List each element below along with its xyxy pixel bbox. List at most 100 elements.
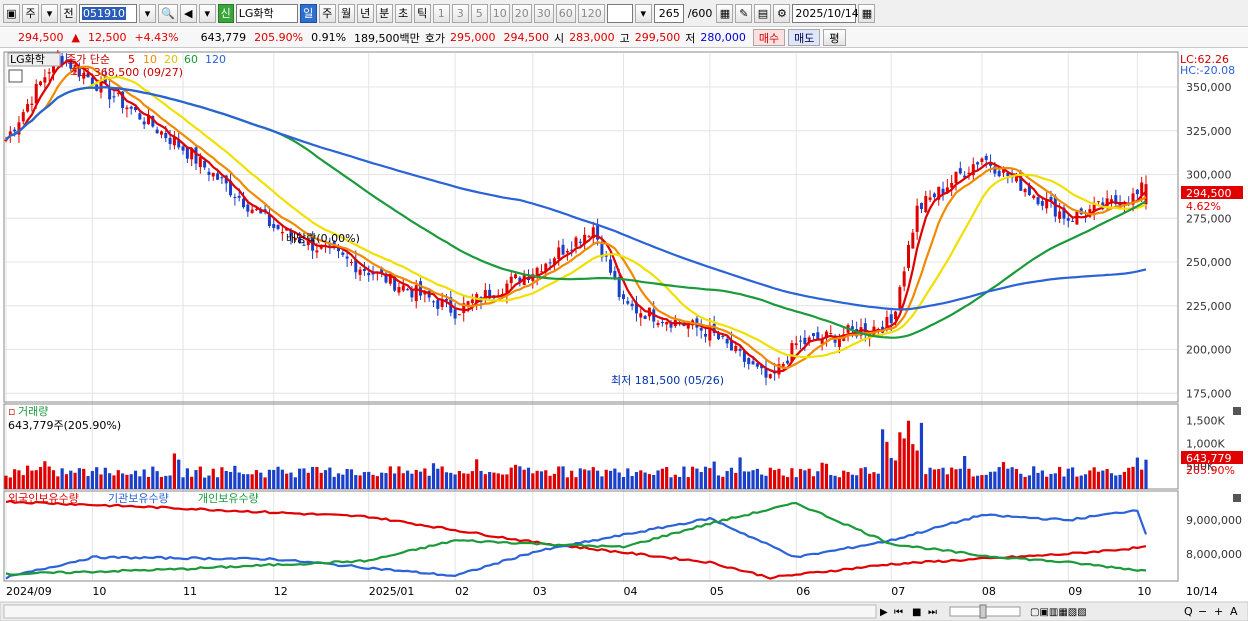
print-icon[interactable]: ▤: [754, 3, 772, 23]
volume-bar: [1122, 471, 1127, 489]
volume-bar: [233, 465, 237, 489]
interval-60[interactable]: 60: [555, 3, 576, 23]
candle-body: [643, 316, 647, 319]
interval-10[interactable]: 10: [489, 3, 510, 23]
volume-bar: [272, 469, 276, 489]
volume-bar: [885, 441, 889, 489]
date-input[interactable]: 2025/10/14: [792, 3, 859, 23]
volume-bar: [725, 471, 729, 489]
candle-body: [237, 195, 241, 198]
interval-20[interactable]: 20: [511, 3, 532, 23]
holding-close-icon[interactable]: [1233, 494, 1241, 502]
candle-body: [21, 112, 25, 122]
volume-bar: [168, 475, 172, 489]
buy-button[interactable]: 매수: [752, 29, 786, 46]
all-button[interactable]: 전: [60, 3, 77, 23]
period-second[interactable]: 초: [394, 3, 412, 23]
candle-body: [406, 289, 410, 291]
volume-bar: [414, 469, 418, 489]
volume-bar: [1001, 462, 1006, 489]
hc-label: HC:-20.08: [1180, 64, 1235, 77]
period-year[interactable]: 년: [356, 3, 374, 23]
candle-body: [207, 171, 211, 175]
scrollbar-track[interactable]: [3, 604, 877, 619]
holding-line-2: [5, 501, 1147, 576]
interval-5[interactable]: 5: [470, 3, 488, 23]
market-dropdown-icon[interactable]: ▾: [41, 3, 58, 23]
candle-body: [660, 322, 664, 324]
stock-code-input[interactable]: 051910: [79, 3, 137, 23]
market-button[interactable]: 주: [22, 3, 39, 23]
eval-button[interactable]: 평: [823, 29, 846, 46]
minus-icon[interactable]: −: [1198, 605, 1207, 618]
volume-bar: [570, 470, 574, 489]
candle-body: [915, 205, 919, 232]
speaker-dropdown-icon[interactable]: ▾: [198, 3, 216, 23]
period-week[interactable]: 주: [318, 3, 336, 23]
window-icons[interactable]: ▢▣▥▦▧▨: [1030, 607, 1087, 618]
volume-close-icon[interactable]: [1233, 407, 1241, 415]
current-pct-tag: 4.62%: [1186, 200, 1221, 213]
layout-icon[interactable]: ▣: [3, 3, 20, 23]
candle-body: [764, 368, 768, 378]
stock-name-field[interactable]: LG화학: [235, 3, 298, 23]
volume-bar: [151, 466, 155, 489]
gear-icon[interactable]: ⚙: [773, 3, 791, 23]
ma-legend-5: 5: [128, 53, 135, 66]
quote-volume-pct: 205.90%: [254, 31, 304, 44]
price-ytick: 350,000: [1186, 81, 1232, 94]
volume-bar: [47, 466, 51, 489]
volume-bar: [254, 470, 259, 489]
period-tick[interactable]: 틱: [413, 3, 431, 23]
volume-bar: [526, 467, 531, 489]
period-month[interactable]: 월: [337, 3, 355, 23]
volume-bar: [108, 473, 112, 489]
volume-bar: [500, 474, 505, 489]
volume-bar: [794, 477, 798, 489]
candle-body: [656, 323, 660, 326]
interval-120[interactable]: 120: [577, 3, 605, 23]
zoom-slider-thumb[interactable]: [979, 604, 987, 619]
price-panel-stock: LG화학: [10, 53, 45, 66]
period-minute[interactable]: 분: [375, 3, 393, 23]
count-input[interactable]: 265: [653, 3, 684, 23]
ma-legend-120: 120: [205, 53, 226, 66]
calendar-icon[interactable]: ▦: [858, 3, 876, 23]
candle-body: [194, 147, 198, 164]
font-icon[interactable]: A: [1230, 605, 1238, 618]
volume-bar: [475, 459, 479, 489]
draw-icon[interactable]: ✎: [735, 3, 753, 23]
volume-current-tag: 643,779: [1186, 452, 1232, 465]
code-dropdown-icon[interactable]: ▾: [139, 3, 156, 23]
speaker-icon[interactable]: ◀: [179, 3, 197, 23]
period-day[interactable]: 일: [299, 3, 317, 23]
interval-30[interactable]: 30: [533, 3, 554, 23]
grid-toggle-icon[interactable]: [8, 69, 23, 83]
stop-icon[interactable]: ■: [912, 607, 921, 618]
scroll-right-icon[interactable]: ▶: [880, 607, 888, 618]
sell-button[interactable]: 매도: [788, 29, 821, 46]
interval-dropdown-icon[interactable]: ▾: [634, 3, 652, 23]
scroll-first-icon[interactable]: ⏮: [894, 607, 903, 618]
interval-1[interactable]: 1: [432, 3, 450, 23]
interval-3[interactable]: 3: [451, 3, 469, 23]
volume-bar: [552, 473, 557, 489]
candle-body: [522, 275, 526, 286]
volume-bar: [410, 473, 414, 489]
zoom-out-icon[interactable]: Q: [1184, 605, 1193, 618]
volume-bar: [868, 473, 872, 489]
tool-icon[interactable]: ▦: [716, 3, 734, 23]
volume-bar: [932, 469, 937, 489]
scroll-last-icon[interactable]: ⏭: [928, 607, 937, 618]
plus-icon[interactable]: +: [1214, 605, 1223, 618]
candle-body: [717, 332, 720, 340]
candle-body: [470, 299, 474, 304]
volume-bar: [34, 470, 38, 489]
interval-custom-input[interactable]: [606, 3, 633, 23]
search-icon[interactable]: 🔍: [158, 3, 178, 23]
volume-bar: [1058, 466, 1062, 489]
volume-bar: [984, 474, 988, 489]
volume-bar: [146, 476, 151, 489]
volume-bar: [172, 453, 177, 489]
stock-chart[interactable]: 350,000 325,000 300,000 275,000 250,000 225,0…: [0, 49, 1248, 621]
